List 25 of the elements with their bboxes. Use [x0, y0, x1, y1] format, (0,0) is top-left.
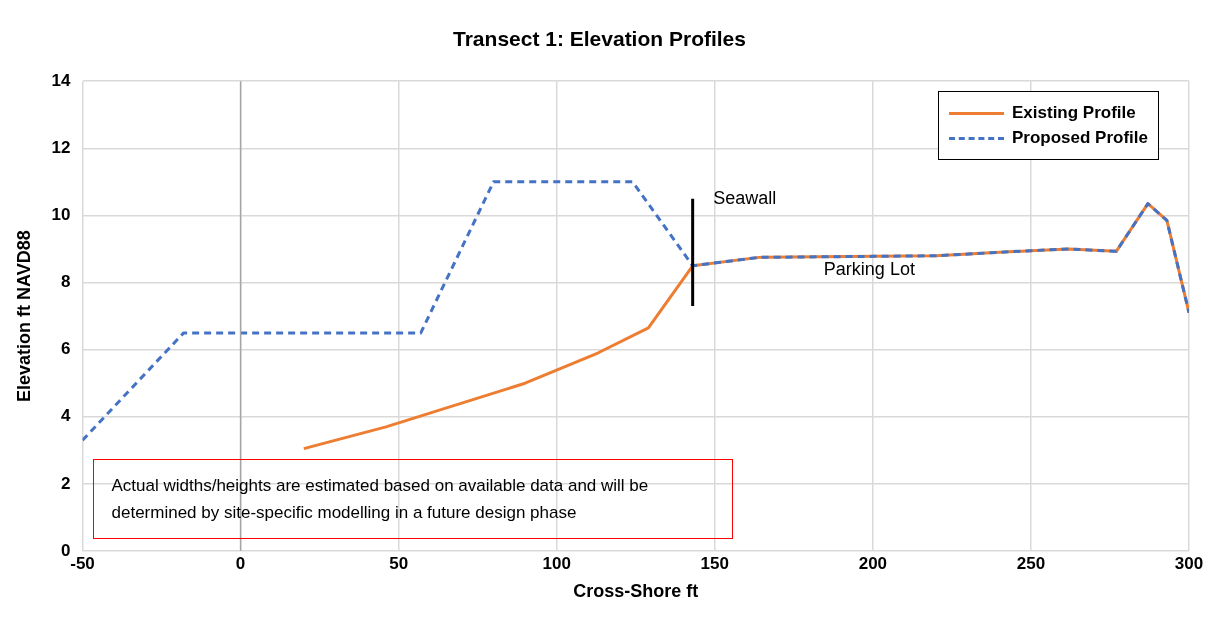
y-tick-label: 4 [61, 406, 72, 426]
x-tick-label: 300 [1174, 553, 1204, 573]
legend-label: Proposed Profile [1012, 128, 1149, 149]
y-tick-label: 10 [51, 205, 71, 225]
y-tick-label: 0 [61, 540, 71, 560]
chart-title: Transect 1: Elevation Profiles [453, 27, 746, 51]
x-tick-label: 50 [389, 553, 409, 573]
legend-label: Existing Profile [1012, 103, 1136, 124]
x-tick-label: 250 [1016, 553, 1046, 573]
x-tick-label: 0 [235, 553, 246, 573]
annotation: Seawall [713, 188, 777, 210]
annotation: Parking Lot [823, 258, 915, 280]
x-axis-title: Cross-Shore ft [573, 581, 699, 602]
y-axis-title: Elevation ft NAVD88 [13, 230, 34, 402]
x-tick-label: 100 [542, 553, 571, 573]
y-tick-label: 2 [61, 473, 71, 493]
x-tick-label: -50 [70, 553, 95, 573]
line-series [82, 180, 1189, 442]
x-tick-label: 150 [700, 553, 729, 573]
x-tick-label: 200 [858, 553, 888, 573]
y-tick-label: 14 [51, 70, 72, 90]
y-tick-label: 8 [61, 272, 71, 292]
note-box: Actual widths/heights are estimated based on available data and will be determined by site-specific modelling in a future design phase [92, 459, 733, 539]
y-tick-label: 12 [51, 138, 71, 157]
y-tick-label: 6 [61, 339, 71, 359]
